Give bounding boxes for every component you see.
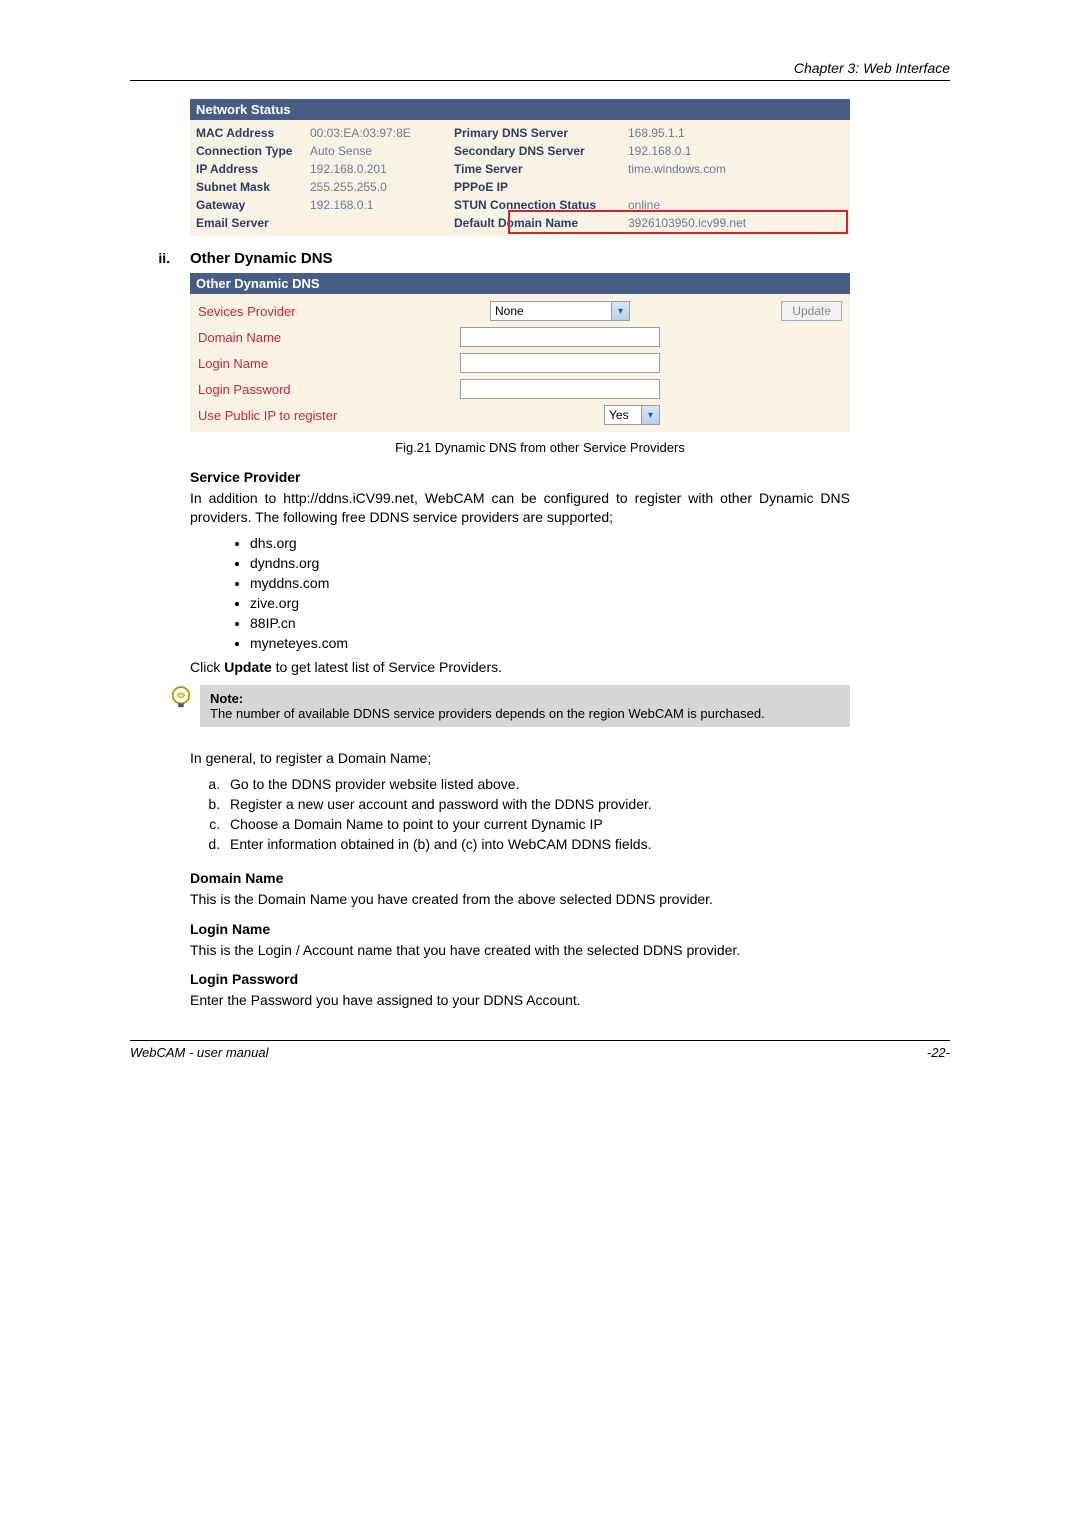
login-name-text: This is the Login / Account name that yo…	[190, 941, 850, 960]
reg-intro: In general, to register a Domain Name;	[190, 749, 850, 768]
ddns-row-domain: Domain Name	[198, 324, 842, 350]
footer-left: WebCAM - user manual	[130, 1045, 268, 1060]
ns-label: PPPoE IP	[454, 180, 624, 194]
ns-val	[628, 180, 844, 194]
step-item: Enter information obtained in (b) and (c…	[224, 834, 850, 854]
bullet-item: dhs.org	[250, 533, 850, 553]
ns-label: Time Server	[454, 162, 624, 176]
bullet-item: 88IP.cn	[250, 613, 850, 633]
ns-label: Default Domain Name	[454, 216, 624, 230]
ns-label: Email Server	[196, 216, 306, 230]
ns-label: Gateway	[196, 198, 306, 212]
chevron-down-icon: ▾	[641, 406, 659, 424]
network-status-body: MAC Address 00:03:EA:03:97:8E Primary DN…	[190, 120, 850, 236]
ddns-row-publicip: Use Public IP to register Yes ▾	[198, 402, 842, 428]
ns-val: 192.168.0.1	[310, 198, 450, 212]
lightbulb-icon	[170, 685, 192, 711]
domain-name-head: Domain Name	[190, 870, 850, 886]
ddns-title: Other Dynamic DNS	[190, 273, 850, 294]
publicip-select-value: Yes	[609, 408, 629, 422]
sp-click-line: Click Update to get latest list of Servi…	[190, 659, 850, 675]
provider-select[interactable]: None ▾	[490, 301, 630, 321]
ns-val	[310, 216, 450, 230]
ns-label: MAC Address	[196, 126, 306, 140]
note-row: Note: The number of available DDNS servi…	[170, 685, 850, 727]
service-provider-block: Service Provider In addition to http://d…	[190, 469, 850, 675]
network-status-panel: Network Status MAC Address 00:03:EA:03:9…	[190, 99, 850, 236]
login-pw-head: Login Password	[190, 971, 850, 987]
section-heading: ii. Other Dynamic DNS	[130, 250, 950, 267]
reg-steps: Go to the DDNS provider website listed a…	[224, 774, 850, 854]
ns-val: 3926103950.icv99.net	[628, 216, 844, 230]
text-bold: Update	[224, 659, 271, 675]
network-status-title: Network Status	[190, 99, 850, 120]
ns-label: Subnet Mask	[196, 180, 306, 194]
section-title: Other Dynamic DNS	[190, 250, 333, 267]
ns-val: 255.255.255.0	[310, 180, 450, 194]
note-text: The number of available DDNS service pro…	[210, 706, 765, 721]
ns-val: time.windows.com	[628, 162, 844, 176]
chevron-down-icon: ▾	[611, 302, 629, 320]
top-rule	[130, 80, 950, 81]
provider-select-value: None	[495, 304, 524, 318]
note-box: Note: The number of available DDNS servi…	[200, 685, 850, 727]
ns-label: Primary DNS Server	[454, 126, 624, 140]
note-label: Note:	[210, 691, 243, 706]
sp-para: In addition to http://ddns.iCV99.net, We…	[190, 489, 850, 527]
update-button[interactable]: Update	[781, 301, 842, 321]
ns-val: 192.168.0.1	[628, 144, 844, 158]
ns-val: 00:03:EA:03:97:8E	[310, 126, 450, 140]
provider-label: Sevices Provider	[198, 304, 398, 319]
chapter-header: Chapter 3: Web Interface	[130, 60, 950, 76]
ddns-row-provider: Sevices Provider None ▾ Update	[198, 298, 842, 324]
domain-input[interactable]	[460, 327, 660, 347]
ns-label: Connection Type	[196, 144, 306, 158]
ddns-panel: Other Dynamic DNS Sevices Provider None …	[190, 273, 850, 432]
figure-caption: Fig.21 Dynamic DNS from other Service Pr…	[130, 440, 950, 455]
footer: WebCAM - user manual -22-	[130, 1045, 950, 1060]
login-label: Login Name	[198, 356, 398, 371]
ns-label: Secondary DNS Server	[454, 144, 624, 158]
password-label: Login Password	[198, 382, 398, 397]
ns-label: IP Address	[196, 162, 306, 176]
login-name-block: Login Name This is the Login / Account n…	[190, 921, 850, 960]
sp-heading: Service Provider	[190, 469, 850, 485]
bottom-rule	[130, 1040, 950, 1041]
register-block: In general, to register a Domain Name; G…	[190, 749, 850, 854]
step-item: Register a new user account and password…	[224, 794, 850, 814]
domain-label: Domain Name	[198, 330, 398, 345]
ddns-row-login: Login Name	[198, 350, 842, 376]
ns-val: 192.168.0.201	[310, 162, 450, 176]
password-input[interactable]	[460, 379, 660, 399]
step-item: Choose a Domain Name to point to your cu…	[224, 814, 850, 834]
section-number: ii.	[130, 250, 170, 266]
login-pw-block: Login Password Enter the Password you ha…	[190, 971, 850, 1010]
domain-name-block: Domain Name This is the Domain Name you …	[190, 870, 850, 909]
domain-name-text: This is the Domain Name you have created…	[190, 890, 850, 909]
login-input[interactable]	[460, 353, 660, 373]
ns-val: online	[628, 198, 844, 212]
ddns-row-password: Login Password	[198, 376, 842, 402]
ns-val: Auto Sense	[310, 144, 450, 158]
publicip-label: Use Public IP to register	[198, 408, 398, 423]
ns-label: STUN Connection Status	[454, 198, 624, 212]
step-item: Go to the DDNS provider website listed a…	[224, 774, 850, 794]
publicip-select[interactable]: Yes ▾	[604, 405, 660, 425]
sp-bullets: dhs.org dyndns.org myddns.com zive.org 8…	[250, 533, 850, 653]
bullet-item: zive.org	[250, 593, 850, 613]
ns-val: 168.95.1.1	[628, 126, 844, 140]
text: Click	[190, 659, 224, 675]
footer-right: -22-	[927, 1045, 950, 1060]
text: to get latest list of Service Providers.	[272, 659, 502, 675]
bullet-item: dyndns.org	[250, 553, 850, 573]
ddns-body: Sevices Provider None ▾ Update Domain Na…	[190, 294, 850, 432]
bullet-item: myddns.com	[250, 573, 850, 593]
bullet-item: myneteyes.com	[250, 633, 850, 653]
login-name-head: Login Name	[190, 921, 850, 937]
login-pw-text: Enter the Password you have assigned to …	[190, 991, 850, 1010]
